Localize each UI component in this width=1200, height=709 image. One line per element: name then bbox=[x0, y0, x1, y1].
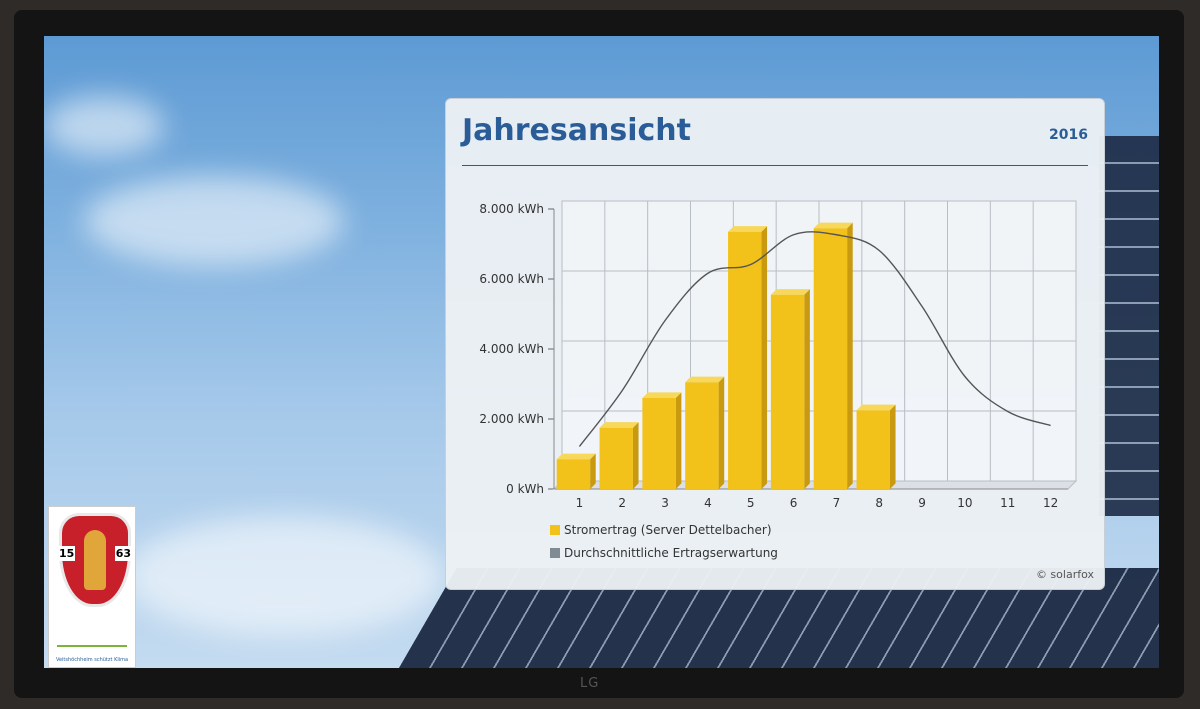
bar-side bbox=[590, 453, 596, 489]
bar-top bbox=[642, 392, 682, 398]
bar-side bbox=[718, 376, 725, 489]
x-tick-label: 11 bbox=[1000, 496, 1015, 510]
bar-top bbox=[770, 289, 810, 295]
bar-side bbox=[761, 226, 768, 489]
legend-item-line: Durchschnittliche Ertragserwartung bbox=[550, 546, 778, 560]
bar bbox=[685, 382, 719, 489]
y-tick-label: 2.000 kWh bbox=[479, 412, 544, 426]
x-tick-label: 1 bbox=[576, 496, 584, 510]
y-tick-label: 8.000 kWh bbox=[479, 202, 544, 216]
year-label: 2016 bbox=[1049, 127, 1088, 143]
x-tick-label: 8 bbox=[875, 496, 883, 510]
x-tick-label: 10 bbox=[957, 496, 972, 510]
y-tick-label: 6.000 kWh bbox=[479, 272, 544, 286]
x-tick-label: 5 bbox=[747, 496, 755, 510]
bar bbox=[599, 427, 633, 489]
chart-card: 0 kWh 2.000 kWh 4.000 kWh 6.000 kWh 8.000 kW… bbox=[445, 98, 1105, 590]
tv-screen: 15 63 Veitshöchheim schützt Klima 0 kWh 2… bbox=[44, 36, 1159, 668]
bar-side bbox=[847, 222, 853, 489]
bar bbox=[856, 410, 890, 489]
x-tick-label: 3 bbox=[661, 496, 669, 510]
x-tick-label: 9 bbox=[918, 496, 926, 510]
bar-top bbox=[813, 222, 853, 229]
cloud bbox=[44, 96, 164, 156]
solar-panels-right bbox=[1099, 136, 1159, 516]
x-tick-label: 6 bbox=[790, 496, 798, 510]
crest-number-left: 15 bbox=[58, 546, 76, 561]
legend-label-line: Durchschnittliche Ertragserwartung bbox=[564, 546, 778, 560]
municipality-logo: 15 63 Veitshöchheim schützt Klima bbox=[48, 506, 136, 668]
bar-side bbox=[889, 404, 896, 489]
bar bbox=[728, 231, 762, 489]
y-tick-label: 4.000 kWh bbox=[479, 342, 544, 356]
bar bbox=[770, 294, 805, 489]
bar-top bbox=[556, 453, 596, 460]
bar bbox=[813, 228, 848, 489]
page-title: Jahresansicht bbox=[462, 113, 691, 148]
chart-svg: 0 kWh 2.000 kWh 4.000 kWh 6.000 kWh 8.000 kW… bbox=[479, 200, 1078, 510]
crest-icon: 15 63 bbox=[58, 513, 132, 607]
bar-top bbox=[728, 226, 768, 232]
legend-swatch-line bbox=[550, 548, 560, 558]
credit-label: © solarfox bbox=[1035, 568, 1094, 581]
tv-brand-logo: LG bbox=[580, 676, 600, 691]
bar-side bbox=[804, 289, 810, 489]
bar-side bbox=[675, 392, 682, 489]
bar-top bbox=[599, 422, 639, 428]
legend-item-bars: Stromertrag (Server Dettelbacher) bbox=[550, 523, 772, 537]
legend-swatch-bar bbox=[550, 525, 560, 535]
title-divider bbox=[462, 165, 1088, 166]
x-tick-label: 12 bbox=[1043, 496, 1058, 510]
legend-label-bars: Stromertrag (Server Dettelbacher) bbox=[564, 523, 772, 537]
crest-number-right: 63 bbox=[114, 546, 132, 561]
bar bbox=[556, 459, 591, 489]
cloud bbox=[84, 176, 344, 266]
bar-side bbox=[632, 422, 639, 489]
y-tick-label: 0 kWh bbox=[506, 482, 544, 496]
bar-top bbox=[685, 376, 725, 383]
bar-top bbox=[856, 404, 896, 411]
logo-caption: Veitshöchheim schützt Klima bbox=[55, 657, 129, 663]
x-tick-label: 2 bbox=[618, 496, 626, 510]
village-icon bbox=[57, 615, 127, 647]
x-tick-label: 4 bbox=[704, 496, 712, 510]
crest-figure bbox=[84, 530, 106, 590]
expectation-line bbox=[578, 231, 1051, 447]
bar bbox=[642, 398, 676, 489]
cloud bbox=[124, 516, 444, 636]
x-tick-label: 7 bbox=[833, 496, 841, 510]
